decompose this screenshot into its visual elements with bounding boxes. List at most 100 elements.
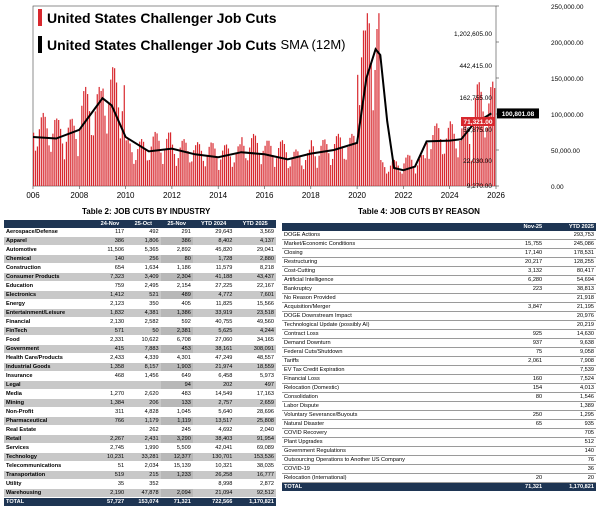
table-cell: 766: [93, 416, 127, 427]
bar-mark: [56, 118, 58, 186]
bar-mark: [150, 146, 152, 186]
table-cell: 160: [503, 374, 545, 385]
bar-mark: [160, 152, 162, 186]
table-cell: 2,433: [93, 353, 127, 364]
bar-mark: [256, 142, 258, 186]
table-row: Contract Loss 925 14,630: [282, 329, 596, 340]
table-cell: 386: [93, 236, 127, 247]
table-cell: 21,918: [544, 293, 596, 304]
row-label: Tariffs: [282, 356, 504, 367]
bar-mark: [318, 155, 320, 186]
table-cell: 36: [544, 464, 596, 475]
bar-mark: [447, 127, 449, 186]
bar-mark: [366, 13, 368, 187]
t2-header-cell: YTD 2025: [544, 223, 596, 232]
row-label: Automotive: [4, 245, 94, 256]
table-cell: 17,140: [503, 248, 545, 259]
bar-mark: [200, 150, 203, 186]
bar-mark: [193, 150, 195, 186]
table-cell: 11,506: [93, 245, 127, 256]
bar-mark: [65, 141, 67, 186]
table-row: Labor Dispute 1,389: [282, 401, 596, 412]
row-label: Mining: [4, 398, 94, 409]
bar-mark: [416, 165, 419, 186]
table-row: Restructuring 20,217 128,255: [282, 257, 596, 268]
table-cell: 2,880: [234, 254, 276, 265]
table-cell: 45,820: [192, 245, 235, 256]
bar-mark: [343, 158, 345, 186]
x-tick-label: 2012: [163, 191, 181, 200]
table-cell: [503, 437, 545, 448]
bar-mark: [108, 103, 110, 186]
last-sma-label: 100,801.08: [502, 111, 535, 118]
table-cell: 15,139: [160, 461, 193, 472]
bar-mark: [36, 146, 39, 186]
bar-mark: [335, 136, 338, 186]
table-cell: 21,974: [192, 362, 235, 373]
bar-mark: [351, 133, 353, 186]
table-cell: 1,119: [160, 416, 193, 427]
table-cell: 8,402: [192, 236, 235, 247]
table-cell: 759: [93, 281, 127, 292]
bar-mark: [312, 146, 314, 186]
row-label: Government: [4, 344, 94, 355]
row-label: DOGE Actions: [282, 231, 504, 241]
bar-mark: [474, 97, 476, 186]
bar-mark: [212, 143, 214, 186]
bar-mark: [71, 118, 73, 186]
bar-mark: [183, 139, 185, 186]
bar-mark: [142, 141, 145, 186]
bar-mark: [386, 173, 388, 186]
bar-mark: [181, 140, 183, 186]
bar-mark: [488, 103, 490, 186]
bar-mark: [422, 155, 424, 186]
table-cell: 4,772: [192, 290, 235, 301]
bar-mark: [405, 157, 407, 186]
bar-mark: [73, 125, 75, 186]
bar-mark: [397, 165, 399, 186]
last-value-label: 71,321.00: [464, 119, 493, 126]
table-cell: 1,903: [160, 362, 193, 373]
bar-mark: [414, 173, 417, 186]
bar-mark: [285, 152, 287, 186]
bar-mark: [92, 135, 95, 186]
table-row: Transportation 519 215 1,233 26,258 16,777: [4, 470, 276, 481]
bar-mark: [204, 166, 206, 186]
table-cell: [503, 365, 545, 376]
row-label: Education: [4, 281, 94, 292]
bar-mark: [476, 84, 478, 186]
bar-mark: [332, 158, 334, 186]
table-cell: 521: [126, 290, 161, 301]
table-cell: 350: [126, 299, 161, 310]
row-label: Telecommunications: [4, 461, 94, 472]
total-label: TOTAL: [4, 497, 94, 508]
bar-mark: [106, 133, 108, 186]
bar-mark: [349, 137, 351, 186]
bar-mark: [38, 129, 40, 186]
bar-mark: [198, 144, 201, 186]
bar-mark: [137, 149, 139, 186]
table-row: Voluntary Severance/Buyouts 250 1,295: [282, 410, 596, 421]
reason-table: Nov-25 YTD 2025 DOGE Actions 293,753 Market…: [282, 223, 596, 492]
table-cell: 2,331: [93, 335, 127, 346]
bar-mark: [295, 149, 297, 186]
bar-mark: [449, 121, 451, 186]
bar-mark: [407, 154, 409, 186]
bar-mark: [432, 135, 434, 186]
table-cell: 154: [503, 383, 545, 394]
table-row: Federal Cuts/Shutdown 75 9,058: [282, 347, 596, 358]
row-label: Relocation (Domestic): [282, 383, 504, 394]
bar-mark: [258, 154, 260, 186]
table-cell: 293,753: [544, 231, 596, 241]
table-cell: 2,123: [93, 299, 127, 310]
table-cell: 4,339: [126, 353, 161, 364]
bar-mark: [384, 167, 386, 186]
table-row: Cost-Cutting 3,132 80,417: [282, 266, 596, 277]
bar-mark: [214, 148, 216, 186]
table-cell: [503, 464, 545, 475]
bar-mark: [179, 147, 181, 186]
total-cell: 153,074: [126, 497, 161, 508]
table-cell: 48,557: [234, 353, 276, 364]
bar-mark: [121, 111, 123, 186]
row-label: Insurance: [4, 371, 94, 382]
